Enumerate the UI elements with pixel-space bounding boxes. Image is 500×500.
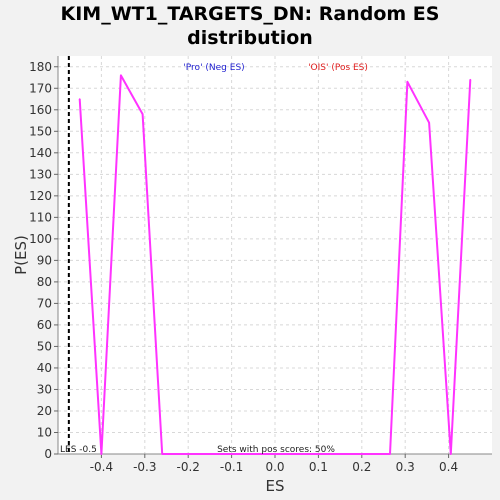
- ticks: 0 10 20 30 40 50 60 70 80 90 100 110 120 130 140 150 160…: [29, 60, 458, 474]
- x-tick-label: -0.2: [176, 460, 199, 474]
- data-point: [120, 74, 122, 77]
- pos-scores-note: Sets with pos scores: 50%: [217, 445, 335, 455]
- y-tick-label: 40: [37, 361, 52, 375]
- y-axis-title: P(ES): [12, 235, 30, 275]
- data-point: [469, 78, 472, 81]
- data-point: [230, 453, 233, 455]
- x-tick-label: 0.3: [396, 460, 415, 474]
- y-tick-label: 120: [29, 189, 52, 203]
- x-tick-label: 0.0: [265, 460, 284, 474]
- data-point: [161, 453, 163, 455]
- data-point: [389, 453, 391, 455]
- data-point: [141, 113, 144, 115]
- y-tick-label: 70: [37, 296, 52, 310]
- y-tick-label: 110: [29, 210, 52, 224]
- data-point: [449, 453, 452, 455]
- y-tick-label: 60: [37, 318, 52, 332]
- x-tick-label: 0.4: [439, 460, 458, 474]
- annotations: LES -0.5 'Pro' (Neg ES) 'OIS' (Pos ES) Sets…: [60, 56, 368, 455]
- data-point: [187, 453, 189, 455]
- y-tick-label: 50: [37, 339, 52, 353]
- y-tick-label: 30: [37, 382, 52, 396]
- x-tick-label: 0.1: [309, 460, 328, 474]
- axes: ES P(ES): [12, 56, 492, 495]
- data-point: [317, 453, 320, 455]
- y-tick-label: 150: [29, 124, 52, 138]
- y-tick-label: 20: [37, 404, 52, 418]
- y-tick-label: 180: [29, 60, 52, 74]
- data-point: [428, 121, 430, 124]
- pos-es-label: 'OIS' (Pos ES): [308, 63, 368, 73]
- y-tick-label: 170: [29, 81, 52, 95]
- data-point: [78, 98, 81, 100]
- les-label: LES -0.5: [60, 445, 97, 455]
- y-tick-label: 90: [37, 253, 52, 267]
- data-point: [100, 453, 103, 455]
- y-tick-label: 0: [44, 447, 52, 461]
- data-point: [406, 81, 409, 83]
- data-point: [361, 453, 363, 455]
- data-point: [274, 453, 276, 455]
- y-tick-label: 140: [29, 146, 52, 160]
- chart-title: KIM_WT1_TARGETS_DN: Random ES distributi…: [60, 3, 440, 49]
- x-axis-title: ES: [266, 477, 285, 495]
- grid: [58, 56, 492, 455]
- y-tick-label: 80: [37, 275, 52, 289]
- x-tick-label: -0.3: [133, 460, 156, 474]
- x-tick-label: 0.2: [352, 460, 371, 474]
- y-tick-label: 160: [29, 103, 52, 117]
- neg-es-label: 'Pro' (Neg ES): [183, 63, 244, 73]
- y-tick-label: 130: [29, 167, 52, 181]
- y-tick-label: 10: [37, 425, 52, 439]
- x-tick-label: -0.4: [90, 460, 113, 474]
- y-tick-label: 100: [29, 232, 52, 246]
- x-tick-label: -0.1: [220, 460, 243, 474]
- series: [78, 74, 472, 455]
